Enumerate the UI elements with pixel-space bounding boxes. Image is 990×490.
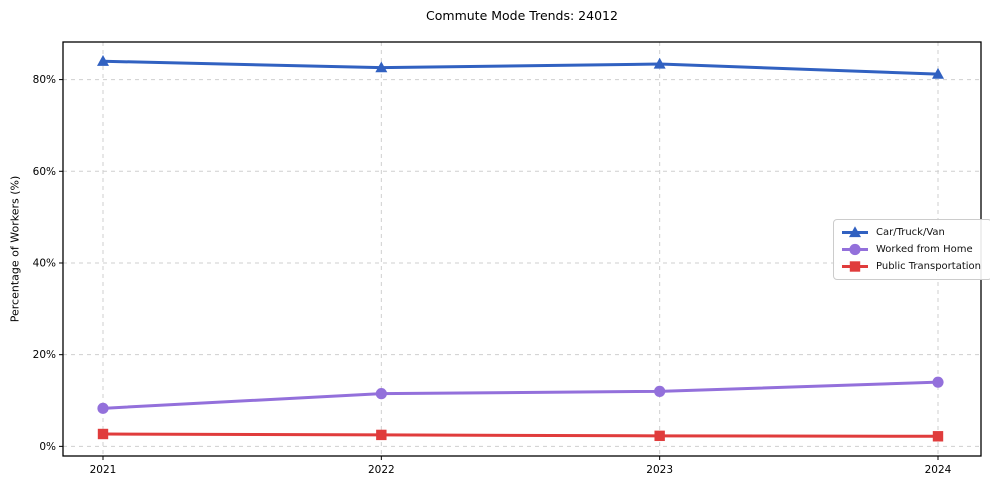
data-point-car-truck-van	[97, 55, 109, 66]
legend-item-public-transportation: Public Transportation	[842, 260, 981, 273]
y-tick-label: 60%	[33, 166, 56, 178]
x-tick-label: 2021	[90, 464, 117, 476]
data-point-worked-from-home	[932, 376, 944, 388]
x-tick-label: 2022	[368, 464, 395, 476]
data-point-worked-from-home	[97, 402, 109, 414]
data-point-worked-from-home	[375, 388, 387, 400]
data-point-worked-from-home	[654, 385, 666, 397]
x-tick-label: 2023	[646, 464, 673, 476]
data-point-car-truck-van	[932, 67, 944, 79]
data-point-car-truck-van	[375, 61, 388, 73]
square-legend-marker-icon	[842, 261, 868, 272]
series-line-worked-from-home	[101, 380, 940, 410]
legend: Car/Truck/Van Worked from Home Public Tran…	[833, 219, 990, 280]
series-line-car-truck-van	[101, 59, 940, 76]
data-point-public-transportation	[97, 428, 109, 440]
legend-sample-marker	[849, 243, 861, 256]
y-tick-label: 20%	[33, 349, 56, 361]
y-tick-label: 80%	[33, 74, 56, 86]
y-tick-label: 0%	[39, 441, 56, 453]
legend-item-worked-from-home: Worked from Home	[842, 243, 981, 256]
triangle-legend-marker-icon	[842, 226, 868, 238]
data-point-public-transportation	[654, 430, 665, 442]
circle-legend-marker-icon	[842, 243, 868, 256]
legend-sample-marker	[849, 226, 861, 238]
data-point-public-transportation	[376, 429, 387, 441]
legend-sample-marker	[849, 261, 861, 272]
legend-label: Worked from Home	[876, 244, 973, 255]
data-point-public-transportation	[932, 431, 944, 442]
y-tick-label: 40%	[33, 257, 56, 269]
legend-item-car-truck-van: Car/Truck/Van	[842, 226, 981, 239]
legend-label: Public Transportation	[876, 261, 981, 272]
x-tick-label: 2024	[925, 464, 952, 476]
legend-label: Car/Truck/Van	[876, 227, 945, 238]
series-line-public-transportation	[101, 432, 940, 438]
chart-title: Commute Mode Trends: 24012	[426, 8, 618, 23]
data-point-car-truck-van	[653, 57, 666, 69]
